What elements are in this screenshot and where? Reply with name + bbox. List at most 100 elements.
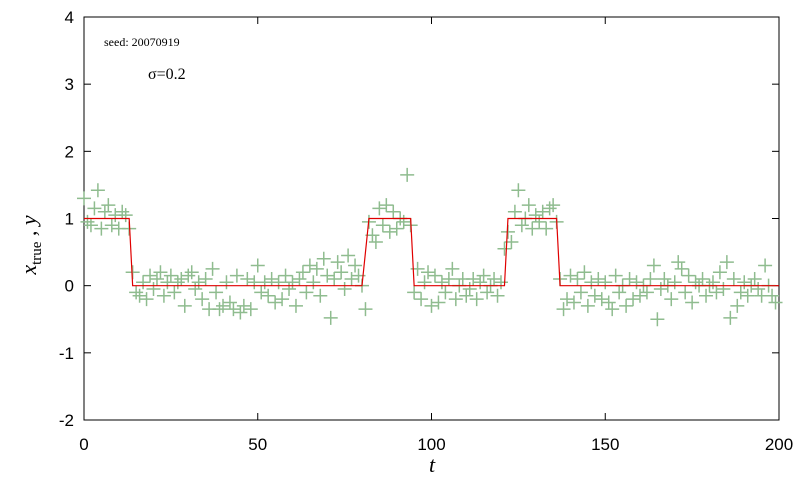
plus-marker (751, 282, 766, 297)
plus-marker (587, 288, 602, 303)
plus-marker (87, 201, 102, 216)
y-tick-label: 4 (65, 8, 74, 27)
plus-marker (730, 298, 745, 313)
y-axis-label: xtrue , y (16, 215, 45, 276)
plus-marker (268, 295, 283, 310)
y-axis-label-main: x (16, 265, 41, 276)
plus-marker (233, 305, 248, 320)
plus-marker (438, 285, 453, 300)
plus-marker (646, 258, 661, 273)
plus-marker (94, 221, 109, 236)
plus-marker (598, 275, 613, 290)
plus-marker (382, 224, 397, 239)
plus-marker (115, 204, 130, 219)
plus-marker (417, 275, 432, 290)
plus-marker (271, 275, 286, 290)
plus-marker (219, 275, 234, 290)
plot-frame (83, 16, 780, 421)
plus-marker (389, 221, 404, 236)
plus-marker (566, 295, 581, 310)
plus-marker (719, 255, 734, 270)
plus-marker (521, 198, 536, 213)
plus-marker (539, 221, 554, 236)
plus-marker (341, 248, 356, 263)
plus-marker (77, 191, 91, 206)
plus-marker (167, 285, 182, 300)
plus-marker (643, 271, 658, 286)
plus-marker (156, 288, 171, 303)
plus-marker (768, 295, 783, 310)
plus-marker (181, 268, 196, 283)
plus-marker (421, 265, 436, 280)
plus-marker (205, 261, 220, 276)
plus-marker (688, 275, 703, 290)
plus-marker (327, 271, 342, 286)
plus-marker (348, 258, 363, 273)
plus-marker (229, 268, 244, 283)
plus-marker (372, 201, 387, 216)
plus-marker (368, 235, 383, 250)
plus-marker (473, 275, 488, 290)
plus-marker (323, 310, 338, 325)
plus-marker (612, 285, 627, 300)
plus-marker (671, 255, 686, 270)
plus-marker (358, 302, 373, 317)
plus-marker (747, 271, 762, 286)
plus-marker (633, 288, 647, 303)
plus-marker (431, 295, 446, 310)
plus-marker (535, 204, 550, 219)
plus-marker (705, 275, 720, 290)
plus-marker (626, 292, 641, 307)
plus-marker (375, 218, 390, 233)
y-tick-label: -1 (59, 344, 74, 363)
plus-marker (313, 288, 328, 303)
plus-marker (445, 261, 460, 276)
plus-marker (143, 268, 158, 283)
plus-marker (278, 268, 293, 283)
plus-marker (462, 282, 477, 297)
plus-marker (407, 285, 422, 300)
plus-marker (163, 268, 178, 283)
plus-marker (216, 298, 230, 313)
plus-marker (466, 271, 481, 286)
plus-marker (678, 285, 693, 300)
plus-marker (240, 271, 255, 286)
plus-marker (497, 241, 512, 256)
plus-marker (622, 271, 637, 286)
plus-marker (487, 271, 502, 286)
plus-marker (139, 292, 154, 307)
plus-marker (664, 292, 679, 307)
plus-marker (299, 285, 314, 300)
plus-marker (275, 292, 290, 307)
plus-marker (212, 302, 227, 317)
plus-marker (605, 302, 620, 317)
plus-marker (222, 295, 237, 310)
plus-marker (601, 295, 616, 310)
plus-marker (619, 298, 634, 313)
plus-marker (514, 218, 529, 233)
plus-marker (459, 288, 474, 303)
plus-marker (285, 275, 300, 290)
plus-marker (556, 302, 571, 317)
y-axis-label-sub: true (29, 241, 45, 265)
plus-marker (629, 275, 644, 290)
plus-marker (716, 282, 731, 297)
plus-marker (765, 288, 780, 303)
plus-marker (379, 198, 394, 213)
y-axis-label-rest: , y (16, 215, 41, 242)
plus-marker (153, 265, 168, 280)
plus-marker (448, 292, 463, 307)
plus-marker (758, 258, 773, 273)
plus-marker (337, 282, 352, 297)
annotation: seed: 20070919 (104, 35, 180, 49)
plus-marker (469, 292, 484, 307)
plus-marker (542, 201, 557, 216)
plus-marker (511, 183, 526, 198)
plus-marker (560, 292, 575, 307)
plus-marker (608, 268, 623, 283)
x-axis-label: t (429, 452, 436, 477)
plus-marker (295, 265, 310, 280)
plus-marker (136, 275, 151, 290)
plus-marker (480, 285, 495, 300)
